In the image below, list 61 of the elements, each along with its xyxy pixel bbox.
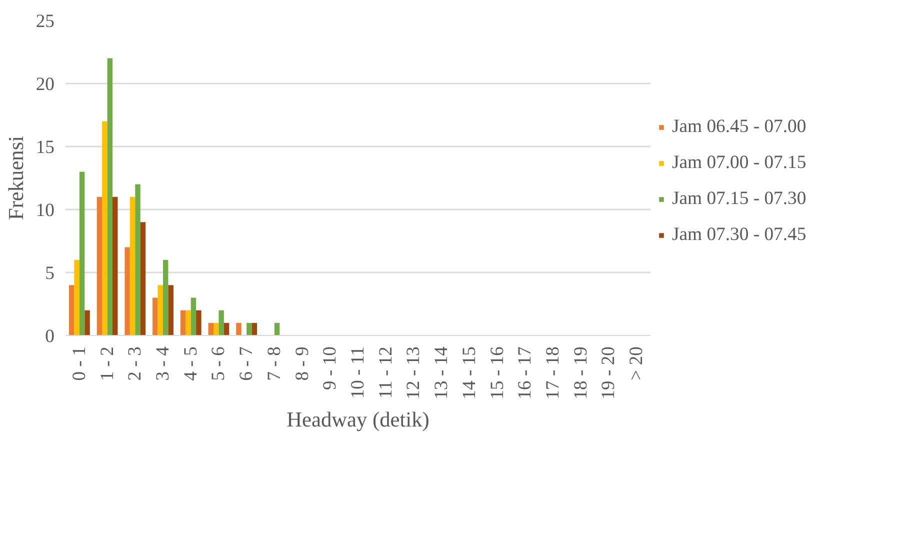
bar [84, 310, 90, 336]
bar [274, 322, 280, 336]
bar [190, 298, 196, 336]
y-tick-label: 10 [36, 200, 54, 221]
x-tick-label: 19 - 20 [598, 346, 620, 400]
legend-label: Jam 07.15 - 07.30 [672, 188, 806, 210]
x-tick-label: 1 - 2 [96, 346, 118, 381]
bar [236, 322, 242, 336]
legend-label: Jam 07.30 - 07.45 [672, 224, 806, 246]
x-tick-label: 18 - 19 [570, 346, 592, 400]
bar [196, 310, 202, 336]
bar [246, 322, 252, 336]
x-tick-label: 16 - 17 [514, 346, 536, 400]
x-tick-label: 17 - 18 [542, 346, 564, 400]
x-tick-label: 3 - 4 [152, 346, 174, 381]
x-tick-label: 12 - 13 [403, 346, 424, 400]
y-axis-title: Frekuensi [4, 136, 28, 220]
bar [152, 298, 158, 336]
x-tick-label: 7 - 8 [264, 346, 285, 381]
x-tick-label: 9 - 10 [320, 346, 341, 390]
bar [124, 247, 130, 336]
bar [68, 285, 74, 336]
bar [218, 310, 224, 336]
y-tick-label: 5 [45, 263, 54, 284]
y-tick-label: 0 [45, 326, 54, 347]
bar [79, 172, 85, 336]
x-tick-label: > 20 [626, 346, 648, 380]
bar [158, 285, 163, 336]
legend-label: Jam 07.00 - 07.15 [672, 152, 806, 174]
x-tick-label: 11 - 12 [375, 346, 396, 399]
x-tick-label: 5 - 6 [208, 346, 230, 381]
x-tick-label: 15 - 16 [486, 346, 508, 400]
bar [224, 322, 230, 336]
bar [74, 260, 80, 336]
bar [140, 222, 146, 336]
bar [130, 196, 136, 336]
bar [186, 310, 191, 336]
x-tick-label: 0 - 1 [68, 346, 90, 381]
y-tick-label: 20 [36, 74, 54, 95]
bar [213, 322, 219, 336]
x-axis-title: Headway (detik) [286, 407, 430, 432]
bar [112, 196, 118, 336]
bar [163, 260, 168, 336]
x-tick-label: 13 - 14 [431, 346, 452, 400]
x-tick-label: 2 - 3 [124, 346, 146, 381]
x-tick-label: 6 - 7 [236, 346, 258, 381]
x-tick-label: 8 - 9 [292, 346, 313, 381]
y-tick-label: 15 [36, 137, 54, 158]
bar [96, 196, 102, 336]
bar [208, 322, 214, 336]
y-tick-label: 25 [36, 11, 54, 32]
bar [180, 310, 186, 336]
x-tick-label: 10 - 11 [348, 346, 368, 399]
x-tick-label: 14 - 15 [458, 346, 480, 400]
legend-label: Jam 06.45 - 07.00 [672, 116, 806, 138]
bar [252, 322, 258, 336]
bar [102, 121, 108, 336]
bar [107, 58, 113, 336]
bar [168, 285, 174, 336]
x-tick-label: 4 - 5 [180, 346, 202, 381]
bar [135, 184, 140, 336]
